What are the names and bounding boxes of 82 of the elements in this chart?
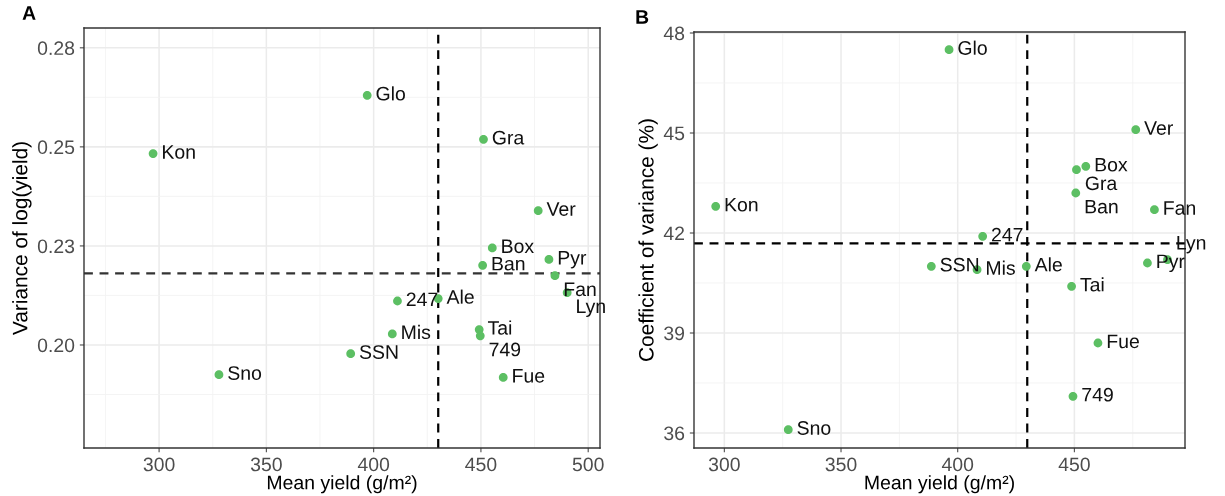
y-axis-title: Variance of log(yield) <box>12 142 32 335</box>
point <box>362 90 372 100</box>
point <box>550 271 560 281</box>
annotation: Box <box>1095 157 1128 172</box>
y-tick-label: 39 <box>664 326 685 341</box>
y-tick-label: 42 <box>663 226 684 241</box>
annotation: SSN <box>940 257 979 272</box>
point <box>926 261 936 271</box>
chart-title: B <box>636 10 649 24</box>
annotation: Box <box>502 239 534 254</box>
chart-title: A <box>22 6 36 20</box>
annotation: Ver <box>1144 121 1173 135</box>
point <box>479 134 488 144</box>
point <box>387 329 397 339</box>
point <box>1131 125 1141 135</box>
point <box>1093 338 1103 348</box>
annotation: Glo <box>958 40 987 55</box>
x-tick-label: 300 <box>708 457 740 472</box>
annotation: Sno <box>228 366 262 380</box>
annotation: Kon <box>163 145 195 159</box>
annotation: Pyr <box>558 251 587 269</box>
annotation: Gra <box>1085 176 1118 191</box>
x-tick-label: 450 <box>465 457 497 472</box>
point <box>346 349 356 359</box>
point <box>1143 258 1152 268</box>
point <box>711 201 721 211</box>
x-tick-label: 350 <box>825 457 857 472</box>
point <box>478 260 488 270</box>
annotation: Glo <box>376 86 405 101</box>
y-axis-title: Coefficient of variance (%) <box>638 119 658 361</box>
annotation: Ver <box>546 202 576 216</box>
x-tick-label: 300 <box>143 457 175 472</box>
point <box>487 243 497 253</box>
annotation: Mis <box>987 260 1015 275</box>
point <box>1067 281 1076 291</box>
y-tick-label: 48 <box>663 26 685 41</box>
y-tick-label: 0.25 <box>37 140 75 155</box>
point <box>783 425 793 435</box>
annotation: Ban <box>1085 199 1118 214</box>
annotation: Tai <box>1080 277 1104 292</box>
x-tick-label: 500 <box>572 457 604 472</box>
point <box>1068 391 1078 401</box>
annotation: 749 <box>1082 387 1113 402</box>
annotation: Tai <box>487 320 512 335</box>
annotation: Ale <box>446 289 474 304</box>
point <box>475 331 485 341</box>
annotation: Sno <box>797 421 831 435</box>
y-tick-label: 0.28 <box>37 41 75 56</box>
y-tick-label: 36 <box>664 426 685 441</box>
annotation: Fan <box>564 282 596 297</box>
annotation: Kon <box>725 197 758 212</box>
x-axis-title: Mean yield (g/m²) <box>267 475 417 494</box>
point <box>544 255 554 264</box>
y-tick-label: 45 <box>663 126 685 141</box>
point <box>978 231 988 241</box>
annotation: Mis <box>402 324 431 340</box>
x-tick-label: 400 <box>357 457 390 472</box>
annotation: Fue <box>1107 334 1139 349</box>
annotation: SSN <box>359 345 398 359</box>
point <box>533 206 543 216</box>
annotation: 749 <box>489 342 521 357</box>
x-axis-title: Mean yield (g/m²) <box>865 475 1014 494</box>
text: 0.20 <box>37 338 75 353</box>
annotation: Gra <box>492 130 525 145</box>
point <box>1021 261 1031 271</box>
y-tick-label: 0.23 <box>37 239 75 254</box>
point <box>1071 188 1081 198</box>
point <box>214 370 224 380</box>
point <box>393 296 402 306</box>
x-tick-label: 350 <box>250 457 282 472</box>
point <box>944 45 954 55</box>
annotation: 247 <box>991 227 1023 242</box>
point <box>1081 161 1091 171</box>
point <box>148 149 158 158</box>
x-tick-label: 400 <box>941 457 974 472</box>
point <box>1072 165 1081 175</box>
point <box>498 373 508 382</box>
point <box>1150 205 1159 215</box>
annotation: Ale <box>1034 257 1062 272</box>
annotation: Fue <box>513 369 545 383</box>
x-tick-label: 450 <box>1058 457 1090 472</box>
annotation: Ban <box>492 256 525 271</box>
